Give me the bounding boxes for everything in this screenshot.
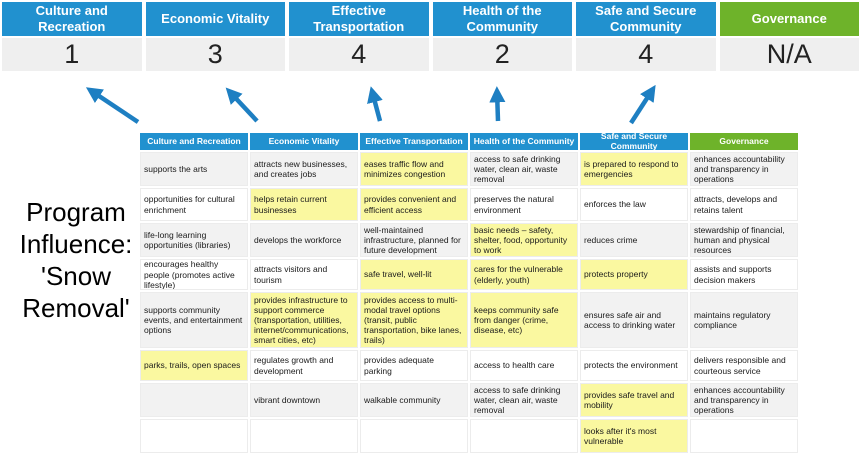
matrix-cell: enhances accountability and transparency… [690, 152, 798, 186]
matrix-cell-highlighted: keeps community safe from danger (crime,… [470, 292, 578, 348]
matrix-cell: protects the environment [580, 350, 688, 381]
matrix-cell: opportunities for cultural enrichment [140, 188, 248, 221]
matrix-cell: stewardship of financial, human and phys… [690, 223, 798, 257]
influence-arrow [225, 87, 259, 123]
matrix-cell: enforces the law [580, 188, 688, 221]
matrix-header-cell: Effective Transportation [360, 133, 468, 150]
matrix-cell: attracts visitors and tourism [250, 259, 358, 290]
summary-header: Economic Vitality [145, 2, 285, 36]
summary-header: Health of the Community [432, 2, 572, 36]
matrix-cell [360, 419, 468, 453]
matrix-cell-highlighted: helps retain current businesses [250, 188, 358, 221]
matrix-cell [140, 419, 248, 453]
summary-score: 4 [289, 38, 429, 71]
influence-arrow [489, 86, 506, 122]
summary-header: Safe and Secure Community [576, 2, 716, 36]
matrix-cell: access to safe drinking water, clean air… [470, 383, 578, 417]
summary-score: N/A [719, 38, 859, 71]
matrix-cell: regulates growth and development [250, 350, 358, 381]
matrix-cell [250, 419, 358, 453]
matrix-cell: access to safe drinking water, clean air… [470, 152, 578, 186]
matrix-cell: ensures safe air and access to drinking … [580, 292, 688, 348]
matrix-cell: attracts new businesses, and creates job… [250, 152, 358, 186]
summary-column: Safe and Secure Community 4 [576, 2, 716, 71]
matrix-cell-highlighted: cares for the vulnerable (elderly, youth… [470, 259, 578, 290]
matrix-cell: life-long learning opportunities (librar… [140, 223, 248, 257]
matrix-cell [690, 419, 798, 453]
influence-arrow [85, 87, 140, 124]
matrix-cell: attracts, develops and retains talent [690, 188, 798, 221]
matrix-cell-highlighted: is prepared to respond to emergencies [580, 152, 688, 186]
summary-column: Effective Transportation 4 [289, 2, 429, 71]
matrix-cell: maintains regulatory compliance [690, 292, 798, 348]
summary-column: Economic Vitality 3 [145, 2, 285, 71]
summary-column: Health of the Community 2 [432, 2, 572, 71]
summary-score: 2 [432, 38, 572, 71]
matrix-header-cell: Health of the Community [470, 133, 578, 150]
matrix-header-cell: Safe and Secure Community [580, 131, 688, 150]
summary-column: Governance N/A [719, 2, 859, 71]
summary-band: Culture and Recreation 1 Economic Vitality… [2, 2, 859, 71]
matrix-cell: provides adequate parking [360, 350, 468, 381]
summary-score: 1 [2, 38, 142, 71]
influence-arrow [629, 84, 656, 125]
matrix-cell-highlighted: provides access to multi-modal travel op… [360, 292, 468, 348]
matrix-cell-highlighted: provides convenient and efficient access [360, 188, 468, 221]
matrix-cell-highlighted: provides safe travel and mobility [580, 383, 688, 417]
matrix-cell: well-maintained infrastructure, planned … [360, 223, 468, 257]
summary-header: Governance [719, 2, 859, 36]
matrix-cell: delivers responsible and courteous servi… [690, 350, 798, 381]
matrix-cell: enhances accountability and transparency… [690, 383, 798, 417]
summary-score: 3 [145, 38, 285, 71]
matrix-cell: access to health care [470, 350, 578, 381]
matrix-cell-highlighted: safe travel, well-lit [360, 259, 468, 290]
summary-header: Effective Transportation [289, 2, 429, 36]
matrix-cell-highlighted: looks after it's most vulnerable [580, 419, 688, 453]
matrix-cell-highlighted: basic needs – safety, shelter, food, opp… [470, 223, 578, 257]
matrix-cell [140, 383, 248, 417]
matrix-cell: walkable community [360, 383, 468, 417]
summary-score: 4 [576, 38, 716, 71]
matrix-header-cell: Economic Vitality [250, 133, 358, 150]
program-influence-label: Program Influence: 'Snow Removal' [19, 197, 133, 323]
matrix-cell: supports the arts [140, 152, 248, 186]
matrix-cell-highlighted: protects property [580, 259, 688, 290]
influence-arrow [367, 86, 383, 122]
matrix-cell-highlighted: eases traffic flow and minimizes congest… [360, 152, 468, 186]
influence-matrix: Culture and Recreation Economic Vitality E… [140, 131, 798, 453]
matrix-cell: encourages healthy people (promotes acti… [140, 259, 248, 290]
matrix-cell: assists and supports decision makers [690, 259, 798, 290]
matrix-cell: supports community events, and entertain… [140, 292, 248, 348]
matrix-cell: vibrant downtown [250, 383, 358, 417]
matrix-cell: develops the workforce [250, 223, 358, 257]
matrix-cell-highlighted: parks, trails, open spaces [140, 350, 248, 381]
matrix-header-cell: Culture and Recreation [140, 133, 248, 150]
summary-column: Culture and Recreation 1 [2, 2, 142, 71]
matrix-cell-highlighted: provides infrastructure to support comme… [250, 292, 358, 348]
summary-header: Culture and Recreation [2, 2, 142, 36]
matrix-cell: reduces crime [580, 223, 688, 257]
matrix-cell [470, 419, 578, 453]
matrix-header-cell: Governance [690, 133, 798, 150]
matrix-cell: preserves the natural environment [470, 188, 578, 221]
